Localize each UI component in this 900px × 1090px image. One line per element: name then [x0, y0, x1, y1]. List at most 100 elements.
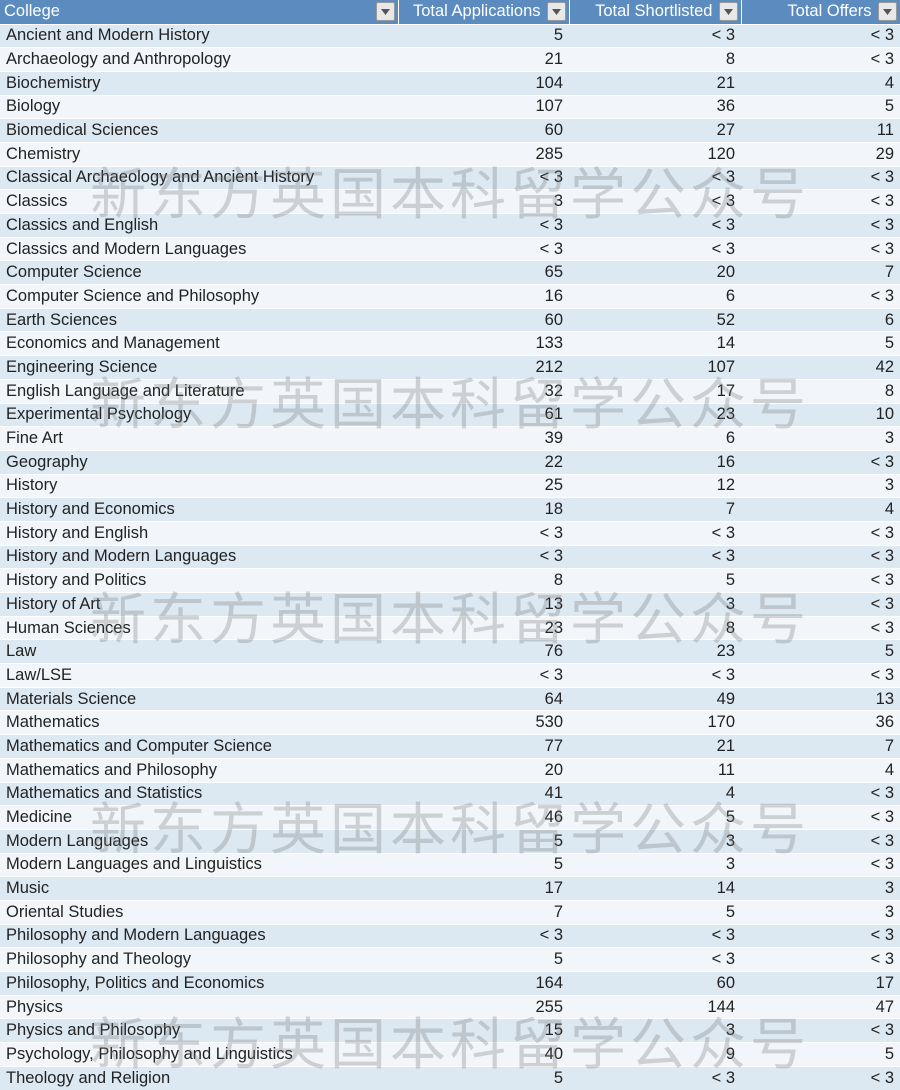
table-row: English Language and Literature32178	[0, 379, 900, 403]
table-row: Biochemistry104214	[0, 71, 900, 95]
cell-offers: 3	[741, 474, 900, 498]
table-row: History and Politics85< 3	[0, 569, 900, 593]
table-row: Biomedical Sciences602711	[0, 119, 900, 143]
cell-offers: < 3	[741, 616, 900, 640]
cell-shortlisted: 4	[569, 782, 741, 806]
cell-college: Medicine	[0, 806, 398, 830]
cell-applications: 32	[398, 379, 569, 403]
filter-dropdown-icon[interactable]	[376, 2, 395, 21]
table-row: Philosophy and Theology5< 3< 3	[0, 948, 900, 972]
table-row: Law/LSE< 3< 3< 3	[0, 664, 900, 688]
applications-table: College Total Applications Total Shortli…	[0, 0, 900, 1090]
table-row: History of Art133< 3	[0, 593, 900, 617]
cell-college: Theology and Religion	[0, 1066, 398, 1090]
cell-offers: 42	[741, 356, 900, 380]
cell-offers: < 3	[741, 48, 900, 72]
cell-shortlisted: < 3	[569, 664, 741, 688]
cell-college: Ancient and Modern History	[0, 24, 398, 48]
table-row: Oriental Studies753	[0, 900, 900, 924]
col-offers[interactable]: Total Offers	[741, 0, 900, 24]
cell-applications: 164	[398, 972, 569, 996]
cell-shortlisted: 14	[569, 877, 741, 901]
cell-applications: 61	[398, 403, 569, 427]
cell-college: Physics	[0, 995, 398, 1019]
cell-offers: 3	[741, 427, 900, 451]
cell-shortlisted: 144	[569, 995, 741, 1019]
col-applications[interactable]: Total Applications	[398, 0, 569, 24]
cell-college: Archaeology and Anthropology	[0, 48, 398, 72]
cell-college: Modern Languages	[0, 829, 398, 853]
cell-shortlisted: < 3	[569, 237, 741, 261]
cell-offers: 4	[741, 498, 900, 522]
cell-college: Oriental Studies	[0, 900, 398, 924]
cell-offers: < 3	[741, 214, 900, 238]
filter-dropdown-icon[interactable]	[719, 2, 738, 21]
cell-offers: 4	[741, 71, 900, 95]
cell-college: Mathematics and Statistics	[0, 782, 398, 806]
cell-applications: 3	[398, 190, 569, 214]
cell-offers: 10	[741, 403, 900, 427]
cell-college: History and Politics	[0, 569, 398, 593]
table-row: History and Economics1874	[0, 498, 900, 522]
col-label: Total Shortlisted	[595, 2, 712, 20]
cell-shortlisted: 7	[569, 498, 741, 522]
cell-offers: 3	[741, 877, 900, 901]
cell-college: Experimental Psychology	[0, 403, 398, 427]
cell-offers: < 3	[741, 924, 900, 948]
cell-offers: < 3	[741, 806, 900, 830]
cell-applications: 39	[398, 427, 569, 451]
col-shortlisted[interactable]: Total Shortlisted	[569, 0, 741, 24]
cell-shortlisted: 60	[569, 972, 741, 996]
cell-shortlisted: 3	[569, 593, 741, 617]
filter-dropdown-icon[interactable]	[878, 2, 897, 21]
cell-applications: 133	[398, 332, 569, 356]
cell-applications: 107	[398, 95, 569, 119]
cell-applications: 5	[398, 853, 569, 877]
cell-applications: 64	[398, 687, 569, 711]
cell-applications: 77	[398, 735, 569, 759]
cell-shortlisted: 8	[569, 48, 741, 72]
cell-college: Classics and Modern Languages	[0, 237, 398, 261]
cell-college: Economics and Management	[0, 332, 398, 356]
cell-college: Chemistry	[0, 142, 398, 166]
table-row: Physics and Philosophy153< 3	[0, 1019, 900, 1043]
cell-applications: < 3	[398, 237, 569, 261]
cell-offers: 7	[741, 261, 900, 285]
cell-offers: < 3	[741, 829, 900, 853]
cell-college: Classics and English	[0, 214, 398, 238]
cell-college: History and Economics	[0, 498, 398, 522]
table-row: Computer Science65207	[0, 261, 900, 285]
cell-shortlisted: 3	[569, 1019, 741, 1043]
cell-shortlisted: 27	[569, 119, 741, 143]
cell-shortlisted: 107	[569, 356, 741, 380]
table-row: Engineering Science21210742	[0, 356, 900, 380]
table-row: Classics3< 3< 3	[0, 190, 900, 214]
cell-college: Modern Languages and Linguistics	[0, 853, 398, 877]
cell-offers: 3	[741, 900, 900, 924]
cell-shortlisted: < 3	[569, 24, 741, 48]
cell-college: Computer Science and Philosophy	[0, 285, 398, 309]
cell-offers: < 3	[741, 285, 900, 309]
cell-shortlisted: 23	[569, 640, 741, 664]
cell-applications: 60	[398, 308, 569, 332]
cell-college: Mathematics and Philosophy	[0, 758, 398, 782]
cell-applications: 40	[398, 1043, 569, 1067]
cell-shortlisted: 5	[569, 900, 741, 924]
cell-applications: < 3	[398, 664, 569, 688]
cell-shortlisted: 16	[569, 450, 741, 474]
cell-college: Human Sciences	[0, 616, 398, 640]
cell-shortlisted: < 3	[569, 166, 741, 190]
col-college[interactable]: College	[0, 0, 398, 24]
cell-offers: 13	[741, 687, 900, 711]
cell-offers: < 3	[741, 521, 900, 545]
cell-applications: 23	[398, 616, 569, 640]
cell-college: History and Modern Languages	[0, 545, 398, 569]
table-row: Philosophy, Politics and Economics164601…	[0, 972, 900, 996]
table-body: Ancient and Modern History5< 3< 3Archaeo…	[0, 24, 900, 1090]
cell-offers: < 3	[741, 450, 900, 474]
table-row: Law76235	[0, 640, 900, 664]
filter-dropdown-icon[interactable]	[547, 2, 566, 21]
table-row: Chemistry28512029	[0, 142, 900, 166]
cell-offers: 6	[741, 308, 900, 332]
table-row: Classical Archaeology and Ancient Histor…	[0, 166, 900, 190]
